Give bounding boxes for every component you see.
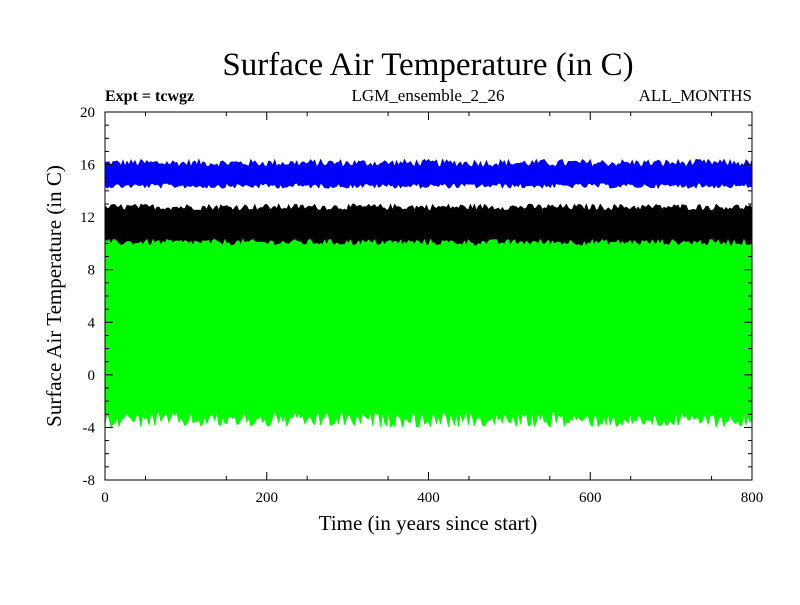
y-tick-label: 20: [80, 105, 95, 121]
y-tick-label: 12: [80, 210, 95, 226]
x-tick-label: 400: [417, 490, 440, 506]
x-tick-label: 200: [256, 490, 279, 506]
subtitle-left: Expt = tcwgz: [105, 88, 194, 105]
ticks-group: 0 200 400 600 800 -8 -4 0 4 8 12 16 20: [80, 105, 763, 506]
y-tick-label: 8: [88, 263, 96, 279]
x-tick-label: 0: [101, 490, 109, 506]
y-tick-label: 4: [88, 315, 96, 331]
subtitle-right: ALL_MONTHS: [639, 86, 752, 105]
x-tick-label: 800: [741, 490, 764, 506]
chart-title: Surface Air Temperature (in C): [222, 47, 633, 83]
y-tick-label: 16: [80, 158, 96, 174]
series-global-mean-max-band: [104, 158, 753, 190]
y-axis-label: Surface Air Temperature (in C): [42, 165, 66, 427]
subtitle-center: LGM_ensemble_2_26: [352, 86, 505, 105]
x-tick-label: 600: [579, 490, 602, 506]
y-tick-label: 0: [88, 368, 96, 384]
series-global-mean-min-band: [104, 238, 753, 429]
series-group: [104, 158, 753, 429]
y-tick-label: -8: [83, 473, 96, 489]
y-tick-label: -4: [83, 420, 96, 436]
x-axis-label: Time (in years since start): [319, 511, 538, 535]
